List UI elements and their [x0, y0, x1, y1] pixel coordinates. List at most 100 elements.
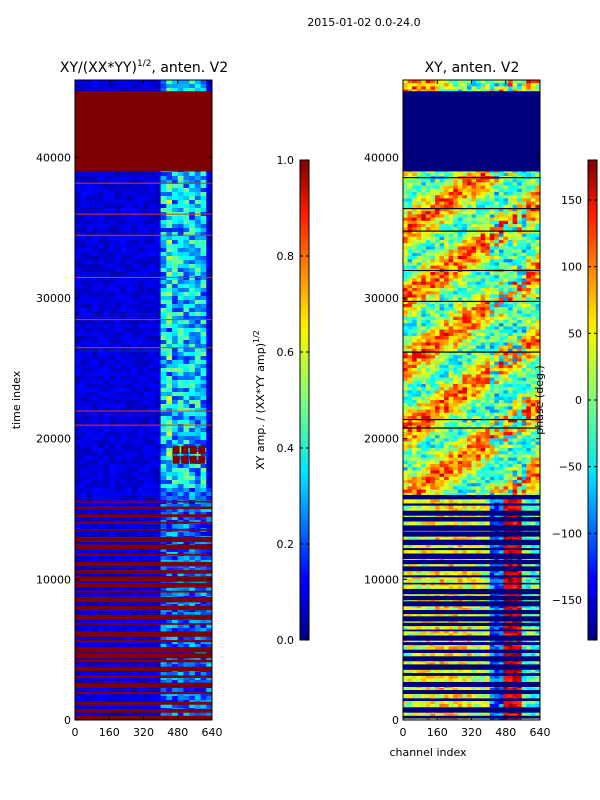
amplitude-cell: [166, 420, 173, 425]
amplitude-cell: [177, 424, 184, 429]
amplitude-cell: [149, 380, 156, 385]
amplitude-cell: [97, 288, 104, 293]
amplitude-cell: [120, 712, 127, 717]
amplitude-cell: [75, 572, 82, 577]
amplitude-cell: [86, 504, 93, 509]
phase-cell: [471, 185, 477, 190]
phase-cell: [498, 80, 504, 84]
amplitude-cell: [172, 188, 179, 193]
amplitude-cell: [80, 540, 87, 545]
amplitude-cell: [172, 424, 179, 429]
amplitude-cell: [75, 228, 82, 233]
amplitude-cell: [189, 320, 196, 325]
amplitude-cell: [109, 504, 116, 509]
amplitude-cell: [194, 296, 201, 301]
phase-cell: [471, 179, 477, 183]
amplitude-cell: [206, 676, 212, 681]
amplitude-cell: [109, 260, 116, 265]
amplitude-cell: [75, 628, 82, 633]
amplitude-cell: [189, 580, 196, 585]
amplitude-cell: [132, 200, 139, 205]
amplitude-cell: [189, 288, 196, 293]
phase-cell: [430, 188, 436, 193]
amplitude-cell: [132, 572, 139, 577]
amplitude-cell: [200, 200, 207, 205]
amplitude-cell: [92, 252, 99, 257]
amplitude-cell: [114, 292, 122, 297]
amplitude-cell: [143, 316, 150, 321]
amplitude-cell: [80, 404, 87, 409]
phase-cell: [466, 182, 472, 186]
amplitude-cell: [92, 88, 99, 93]
phase-cell: [430, 172, 436, 177]
amplitude-cell: [194, 372, 201, 377]
amplitude-cell: [143, 352, 150, 357]
amplitude-cell: [177, 664, 184, 669]
amplitude-cell: [109, 188, 116, 193]
amplitude-cell: [137, 436, 144, 441]
amplitude-cell: [154, 492, 162, 497]
amplitude-cell: [97, 284, 104, 289]
amplitude-cell: [177, 304, 184, 309]
amplitude-cell: [114, 664, 122, 669]
phase-cell: [434, 172, 440, 177]
phase-cell: [412, 172, 418, 177]
amplitude-cell: [200, 412, 207, 417]
amplitude-cell: [97, 196, 104, 201]
phase-cell: [466, 172, 472, 177]
phase-cell: [421, 185, 427, 190]
amplitude-cell: [143, 580, 150, 585]
amplitude-cell: [97, 456, 104, 461]
amplitude-cell: [177, 184, 184, 189]
amplitude-cell: [206, 428, 212, 433]
phase-cell: [457, 182, 463, 186]
amplitude-cell: [154, 488, 162, 493]
amplitude-cell: [120, 640, 127, 645]
phase-cell: [403, 182, 408, 186]
amplitude-cell: [172, 496, 179, 501]
amplitude-cell: [75, 172, 82, 177]
amplitude-colorbar-tick-label: 0.6: [277, 346, 295, 359]
amplitude-cell: [132, 612, 139, 617]
phase-cell: [439, 172, 445, 177]
amplitude-cell: [149, 308, 156, 313]
amplitude-cell: [160, 532, 167, 537]
amplitude-cell: [75, 412, 82, 417]
amplitude-cell: [97, 580, 104, 585]
amplitude-cell: [143, 348, 150, 353]
amplitude-cell: [189, 80, 196, 85]
amplitude-cell: [189, 588, 196, 593]
amplitude-colorbar-label-superscript: 1/2: [252, 330, 261, 343]
amplitude-cell: [92, 284, 99, 289]
amplitude-cell: [149, 628, 156, 633]
amplitude-cell: [189, 280, 196, 285]
amplitude-cell: [86, 396, 93, 401]
amplitude-cell: [189, 592, 196, 597]
amplitude-cell: [103, 332, 110, 337]
phase-cell: [466, 179, 472, 183]
amplitude-cell: [166, 392, 173, 397]
amplitude-cell: [132, 344, 139, 349]
amplitude-cell: [126, 672, 133, 677]
amplitude-cell: [143, 248, 150, 253]
amplitude-cell: [172, 316, 179, 321]
amplitude-cell: [183, 244, 190, 249]
amplitude-cell: [92, 292, 99, 297]
amplitude-cell: [189, 192, 196, 197]
amplitude-cell: [149, 644, 156, 649]
amplitude-cell: [126, 464, 133, 469]
amplitude-cell: [143, 496, 150, 501]
amplitude-cell: [120, 260, 127, 265]
amplitude-cell: [172, 488, 179, 493]
amplitude-cell: [166, 184, 173, 189]
amplitude-cell: [143, 548, 150, 553]
amplitude-cell: [126, 496, 133, 501]
amplitude-cell: [149, 672, 156, 677]
amplitude-cell: [149, 372, 156, 377]
amplitude-cell: [103, 392, 110, 397]
phase-cell: [535, 172, 540, 177]
amplitude-cell: [109, 532, 116, 537]
amplitude-cell: [189, 628, 196, 633]
amplitude-cell: [75, 272, 82, 277]
